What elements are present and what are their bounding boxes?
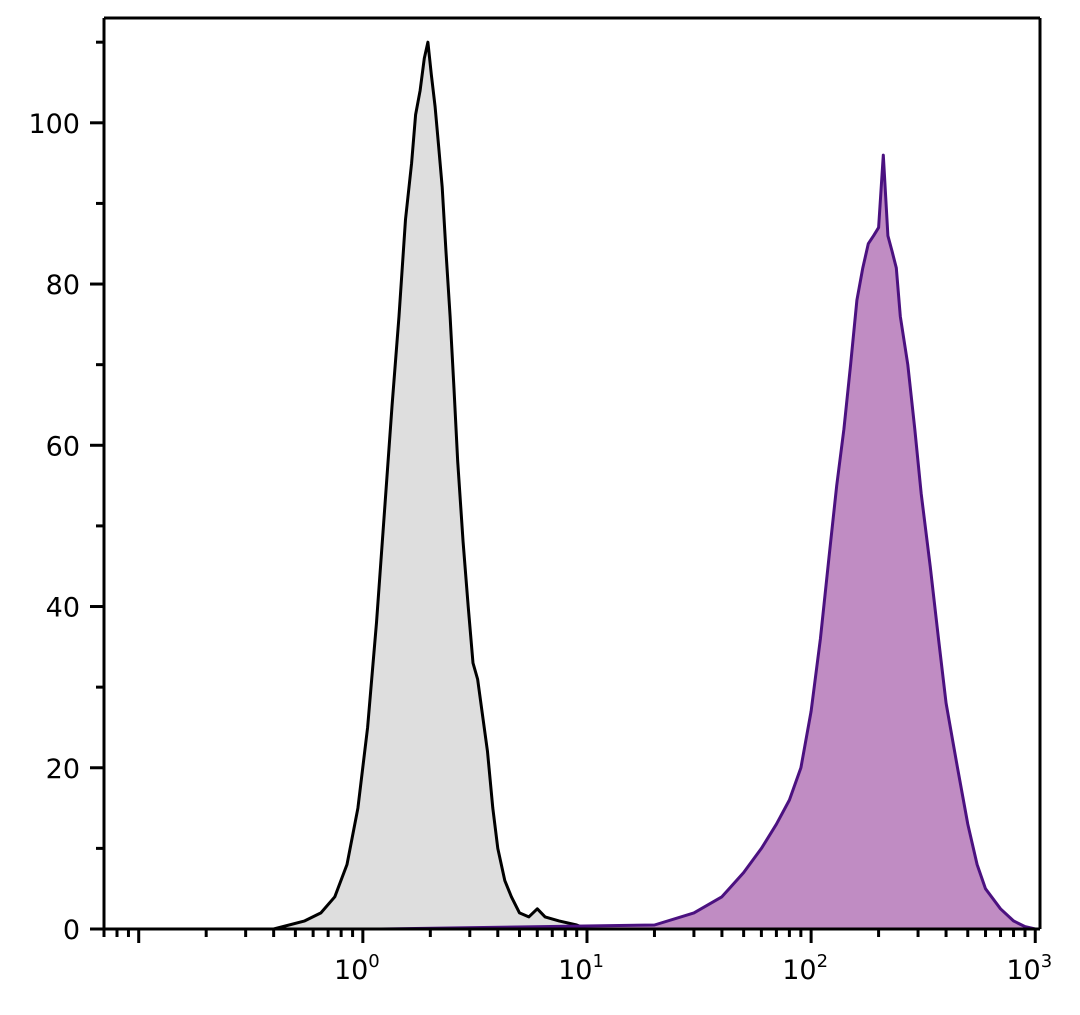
series-1-histogram [272, 40, 589, 931]
x-tick-label: 103 [1006, 951, 1052, 986]
y-tick-label: 40 [46, 593, 80, 624]
x-tick-label: 100 [334, 951, 380, 986]
series-layer [272, 40, 1037, 931]
y-tick-label: 20 [46, 754, 80, 785]
y-tick-label: 80 [46, 270, 80, 301]
y-tick-label: 100 [28, 109, 80, 140]
x-tick-label: 102 [782, 951, 828, 986]
y-ticks: 0 20 40 60 80 100 [28, 40, 104, 946]
x-tick-label: 101 [558, 951, 604, 986]
x-ticks: 100 101 102 103 [102, 929, 1052, 986]
y-tick-label: 0 [63, 915, 80, 946]
y-tick-label: 60 [46, 431, 80, 462]
series-2-histogram [379, 153, 1037, 931]
